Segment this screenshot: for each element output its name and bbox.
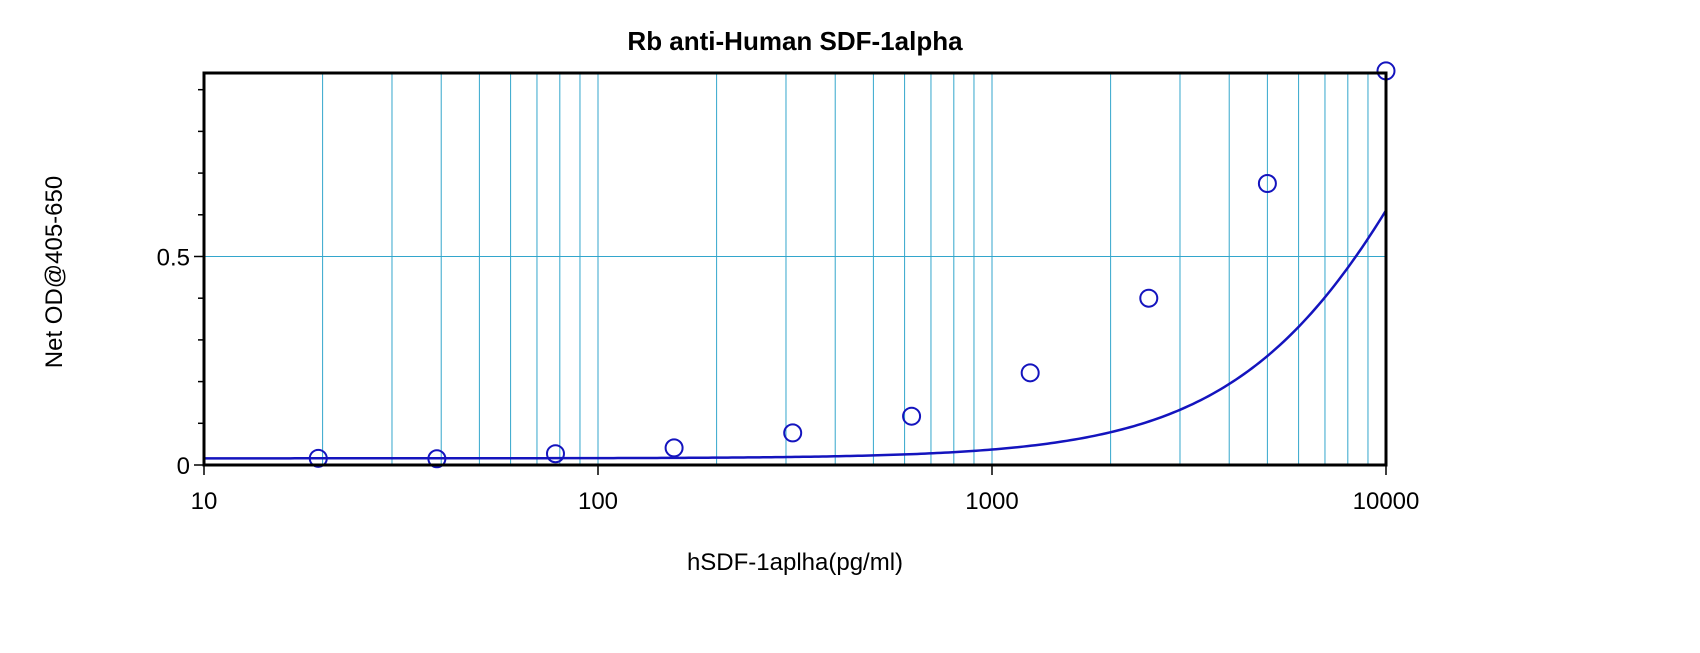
data-point bbox=[1139, 288, 1159, 308]
data-point bbox=[427, 449, 447, 469]
data-point bbox=[1020, 363, 1040, 383]
fit-curve-line bbox=[204, 209, 1388, 460]
x-tick-label: 10000 bbox=[1353, 488, 1420, 515]
tick-layer bbox=[194, 88, 1387, 475]
y-tick-label: 0.5 bbox=[157, 244, 190, 271]
plot-frame bbox=[202, 71, 1388, 467]
x-tick-label: 1000 bbox=[965, 488, 1018, 515]
x-tick-label: 10 bbox=[191, 488, 218, 515]
chart-title: Rb anti-Human SDF-1alpha bbox=[627, 26, 963, 56]
curve-layer bbox=[204, 209, 1388, 460]
data-point bbox=[1257, 174, 1277, 194]
tick-label-layer: 10 100 1000 10000 0 0.5 bbox=[157, 244, 1420, 515]
data-point bbox=[783, 423, 803, 443]
points-layer bbox=[308, 61, 1396, 469]
data-point bbox=[308, 448, 328, 468]
data-point bbox=[664, 438, 684, 458]
y-tick-label: 0 bbox=[177, 453, 190, 480]
y-axis-title: Net OD@405-650 bbox=[41, 176, 68, 368]
grid-layer bbox=[204, 73, 1386, 465]
x-tick-label: 100 bbox=[578, 488, 618, 515]
data-point bbox=[902, 406, 922, 426]
x-axis-title: hSDF-1aplha(pg/ml) bbox=[687, 549, 903, 576]
data-point bbox=[545, 444, 565, 464]
